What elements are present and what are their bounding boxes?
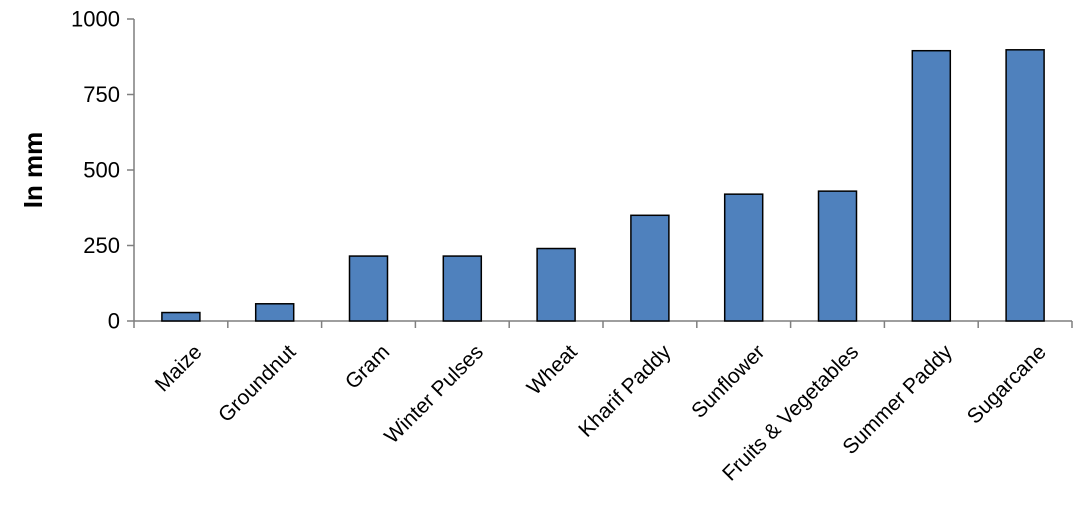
- x-tick-label: Winter Pulses: [380, 340, 488, 448]
- bar: [630, 214, 670, 322]
- y-tick-label: 250: [83, 233, 120, 258]
- x-tick-label: Wheat: [523, 340, 582, 399]
- bar: [254, 303, 295, 322]
- x-tick-label: Sugarcane: [963, 340, 1051, 428]
- x-tick-label: Kharif Paddy: [574, 340, 676, 442]
- y-tick-label: 1000: [71, 7, 120, 32]
- bar: [348, 255, 389, 322]
- x-tick-label: Sunflower: [687, 340, 769, 422]
- x-tick-label: Gram: [341, 340, 394, 393]
- bar: [536, 247, 576, 322]
- x-tick-label: Maize: [151, 340, 207, 396]
- y-axis-title: In mm: [18, 132, 48, 209]
- bar: [161, 311, 201, 322]
- bar: [723, 193, 764, 322]
- bar: [442, 255, 483, 322]
- y-tick-label: 500: [83, 158, 120, 183]
- x-tick-label: Groundnut: [214, 340, 301, 427]
- bar: [1005, 49, 1045, 322]
- y-tick-labels: 0 250 500 750 1000: [71, 7, 120, 334]
- bars: [161, 49, 1045, 322]
- bar: [911, 49, 952, 322]
- y-tick-label: 750: [83, 82, 120, 107]
- y-tick-label: 0: [108, 309, 120, 334]
- bar: [817, 190, 858, 322]
